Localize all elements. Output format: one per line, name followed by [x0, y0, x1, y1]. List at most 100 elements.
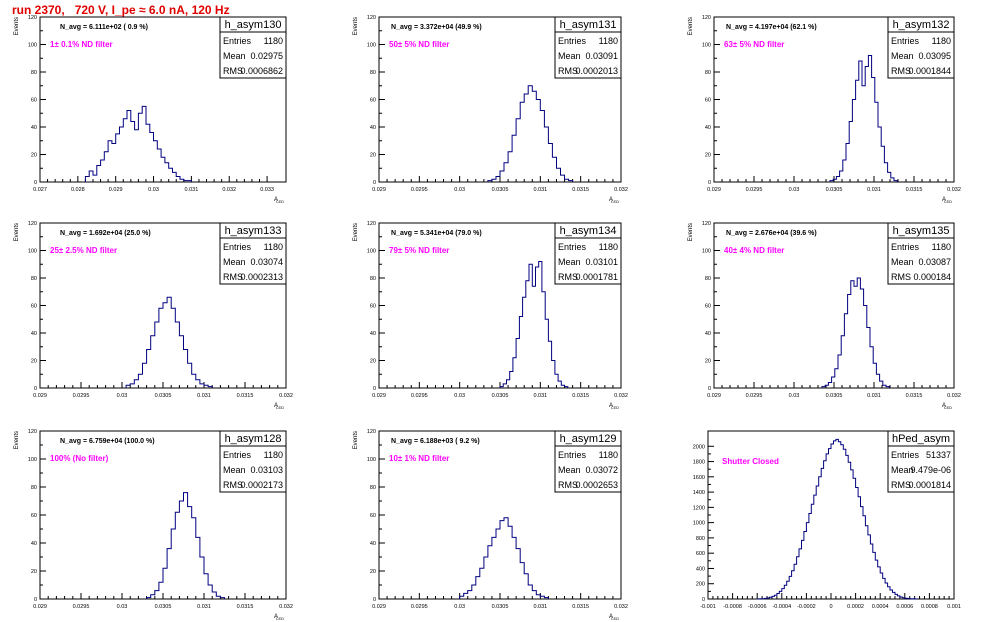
x-tick-label: 0.029 — [372, 187, 386, 193]
x-tick-label: -0.001 — [700, 604, 716, 610]
y-tick-label: 60 — [370, 304, 376, 310]
x-tick-label: 0.029 — [707, 393, 721, 399]
stats-value-mean: 0.03103 — [250, 465, 283, 475]
x-tick-label: 0.0315 — [572, 187, 589, 193]
x-axis-label: A — [609, 197, 613, 203]
histogram-panel-h_asym129: 0 20 40 60 80 100 120 0.029 0.0295 0.03 0.0305 0.03… — [353, 429, 628, 621]
y-tick-label: 100 — [28, 43, 37, 49]
stats-key-entries: Entries — [891, 242, 920, 252]
y-tick-label: 400 — [696, 566, 705, 572]
y-tick-label: 100 — [367, 249, 376, 255]
histogram-line-h_asym133 — [125, 296, 213, 388]
y-tick-label: 100 — [702, 43, 711, 49]
histogram-panel-h_asym131: 0 20 40 60 80 100 120 0.029 0.0295 0.03 0.0305 0.03… — [353, 15, 628, 204]
x-tick-label: 0.032 — [614, 187, 628, 193]
stats-key-rms: RMS — [223, 480, 243, 490]
x-tick-label: 0.0002 — [847, 604, 864, 610]
stats-key-mean: Mean — [891, 257, 914, 267]
x-tick-label: 0.0315 — [572, 393, 589, 399]
y-tick-label: 60 — [705, 98, 711, 104]
histogram-panel-h_asym132: 0 20 40 60 80 100 120 0.029 0.0295 0.03 0.0305 0.03… — [688, 15, 961, 204]
y-tick-label: 100 — [28, 457, 37, 463]
x-axis-label: A — [274, 197, 278, 203]
y-tick-label: 120 — [28, 15, 37, 21]
y-tick-label: 60 — [31, 304, 37, 310]
y-axis-label: Events — [353, 431, 359, 449]
x-tick-label: -0.0004 — [772, 604, 791, 610]
navg-label: N_avg = 6.111e+02 ( 0.9 %) — [60, 24, 148, 31]
x-tick-label: 0.03 — [454, 187, 465, 193]
x-axis-label-sub: LED — [276, 405, 284, 410]
stats-key-rms: RMS — [891, 66, 911, 76]
histogram-panel-h_asym130: 0 20 40 60 80 100 120 0.027 0.028 0.029 0.03 0.031 0… — [14, 15, 287, 204]
y-axis-label: Events — [688, 17, 694, 35]
x-tick-label: 0.0305 — [155, 393, 172, 399]
stats-value-mean: 0.03091 — [585, 51, 618, 61]
stats-box-title: h_asym130 — [225, 19, 282, 31]
y-tick-label: 80 — [705, 70, 711, 76]
x-axis-label-sub: LED — [611, 616, 619, 621]
y-tick-label: 60 — [370, 98, 376, 104]
x-tick-label: 0.0008 — [921, 604, 938, 610]
y-tick-label: 0 — [373, 386, 376, 392]
stats-value-mean: 0.03072 — [585, 465, 618, 475]
stats-value-mean: 0.03074 — [250, 257, 283, 267]
x-tick-label: 0.0305 — [492, 393, 509, 399]
stats-key-rms: RMS — [223, 272, 243, 282]
stats-value-entries: 1180 — [932, 36, 951, 46]
stats-key-entries: Entries — [223, 36, 252, 46]
x-tick-label: 0.0305 — [826, 393, 843, 399]
y-tick-label: 40 — [370, 541, 376, 547]
y-tick-label: 20 — [31, 569, 37, 575]
y-axis-label: Events — [688, 223, 694, 241]
stats-key-rms: RMS — [558, 272, 578, 282]
histogram-line-h_asym134 — [499, 261, 569, 388]
stats-key-rms: RMS — [558, 480, 578, 490]
y-tick-label: 1400 — [693, 490, 705, 496]
stats-value-entries: 1180 — [264, 242, 283, 252]
stats-key-mean: Mean — [891, 465, 914, 475]
x-tick-label: 0.032 — [947, 187, 961, 193]
x-tick-label: 0.0315 — [237, 393, 254, 399]
x-tick-label: 0.029 — [109, 187, 123, 193]
x-tick-label: 0.0295 — [746, 187, 763, 193]
x-axis-label: A — [609, 614, 613, 620]
x-tick-label: 0.031 — [867, 393, 881, 399]
x-axis-label: A — [609, 403, 613, 409]
y-tick-label: 200 — [696, 582, 705, 588]
plot-frame — [378, 430, 622, 600]
x-tick-label: 0.029 — [33, 393, 47, 399]
y-tick-label: 120 — [367, 221, 376, 227]
navg-label: N_avg = 1.692e+04 (25.0 %) — [60, 230, 151, 237]
x-tick-label: 0.032 — [614, 393, 628, 399]
stats-value-rms: 0.0001814 — [908, 480, 951, 490]
filter-label: 79± 5% ND filter — [389, 246, 449, 255]
y-tick-label: 120 — [702, 221, 711, 227]
x-tick-label: 0.0295 — [411, 187, 428, 193]
x-tick-label: 0.033 — [260, 187, 274, 193]
stats-box-frame — [554, 16, 622, 79]
filter-label: Shutter Closed — [722, 457, 779, 466]
x-axis-label: A — [274, 614, 278, 620]
stats-box: h_asym132 Entries 1180 Mean 0.03095 RMS0.0001… — [887, 16, 955, 79]
stats-box-frame — [887, 430, 955, 493]
y-axis-label: Events — [14, 223, 20, 241]
x-tick-label: 0.0295 — [411, 604, 428, 610]
stats-key-rms: RMS — [558, 66, 578, 76]
y-tick-label: 80 — [370, 485, 376, 491]
stats-box: h_asym133 Entries 1180 Mean 0.03074 RMS0.0002… — [219, 222, 287, 285]
stats-value-entries: 1180 — [599, 36, 618, 46]
x-tick-label: 0.032 — [614, 604, 628, 610]
y-tick-label: 120 — [28, 429, 37, 435]
x-tick-label: 0.0315 — [906, 187, 923, 193]
x-tick-label: 0.032 — [947, 393, 961, 399]
stats-value-entries: 1180 — [599, 242, 618, 252]
filter-label: 1± 0.1% ND filter — [50, 40, 113, 49]
y-tick-label: 0 — [34, 180, 37, 186]
y-axis-label: Events — [14, 17, 20, 35]
y-tick-label: 120 — [28, 221, 37, 227]
x-tick-label: 0.0305 — [826, 187, 843, 193]
x-tick-label: 0.029 — [372, 393, 386, 399]
y-tick-label: 60 — [31, 98, 37, 104]
stats-key-entries: Entries — [558, 242, 587, 252]
